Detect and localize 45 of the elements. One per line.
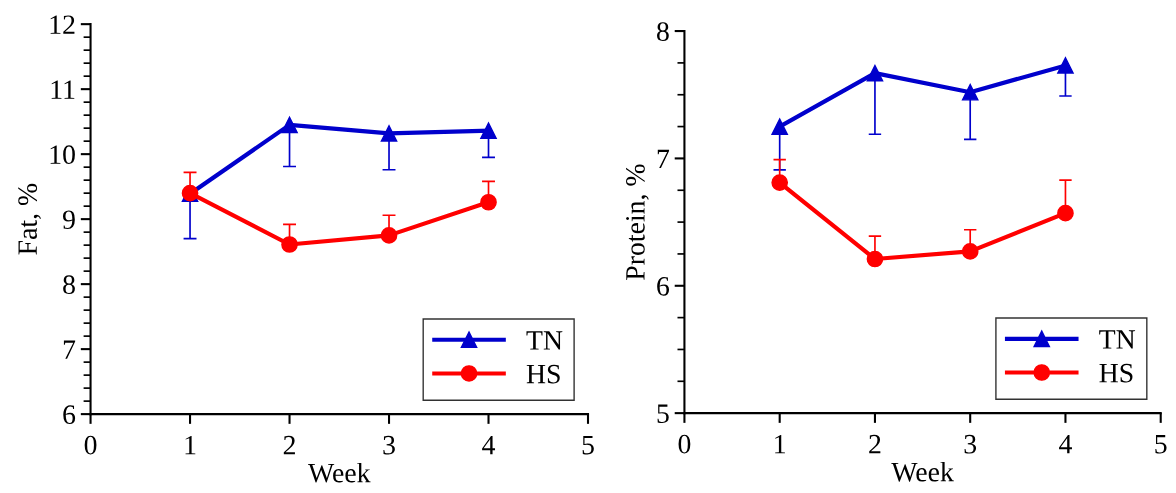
x-axis-title: Week — [308, 462, 371, 483]
legend-label: TN — [526, 331, 563, 350]
x-tick-label: 4 — [482, 435, 496, 455]
legend-label: TN — [1099, 330, 1136, 349]
point — [380, 227, 398, 244]
x-tick-label: 1 — [775, 434, 785, 454]
x-tick-label: 5 — [1155, 435, 1167, 454]
y-tick-label: 8 — [63, 275, 75, 295]
y-tick-label: 8 — [657, 22, 669, 41]
x-tick-label: 3 — [383, 435, 395, 455]
point — [281, 116, 298, 134]
y-tick-label: 7 — [63, 340, 76, 359]
point — [961, 83, 979, 101]
point — [480, 122, 497, 140]
y-tick-label: 5 — [657, 404, 669, 424]
x-tick-label: 0 — [84, 435, 97, 455]
point — [1057, 57, 1074, 74]
y-tick-label: 6 — [657, 277, 670, 296]
x-axis-title: Week — [891, 461, 954, 482]
y-tick-label: 6 — [63, 405, 76, 425]
point — [866, 250, 884, 268]
y-tick-label: 10 — [50, 145, 75, 165]
y-axis-title: Fat, % — [18, 183, 41, 255]
point — [480, 193, 497, 211]
point — [380, 125, 398, 142]
point — [771, 118, 789, 135]
point — [281, 236, 298, 253]
point — [866, 64, 884, 82]
x-tick-label: 0 — [678, 434, 691, 454]
legend-label: HS — [1099, 363, 1133, 383]
x-tick-label: 3 — [964, 434, 977, 454]
y-tick-label: 12 — [50, 15, 75, 34]
y-tick-label: 9 — [62, 210, 75, 230]
x-tick-label: 4 — [1059, 434, 1072, 454]
y-axis-title: Protein, % — [626, 164, 649, 280]
y-tick-label: 7 — [657, 149, 670, 169]
x-tick-label: 2 — [869, 434, 881, 454]
x-tick-label: 2 — [283, 435, 295, 455]
point — [1057, 204, 1074, 222]
x-tick-label: 5 — [582, 436, 594, 455]
point — [961, 243, 979, 260]
y-tick-label: 11 — [51, 80, 75, 99]
point — [771, 174, 789, 191]
x-tick-label: 1 — [185, 435, 196, 455]
legend-label: HS — [526, 364, 560, 384]
